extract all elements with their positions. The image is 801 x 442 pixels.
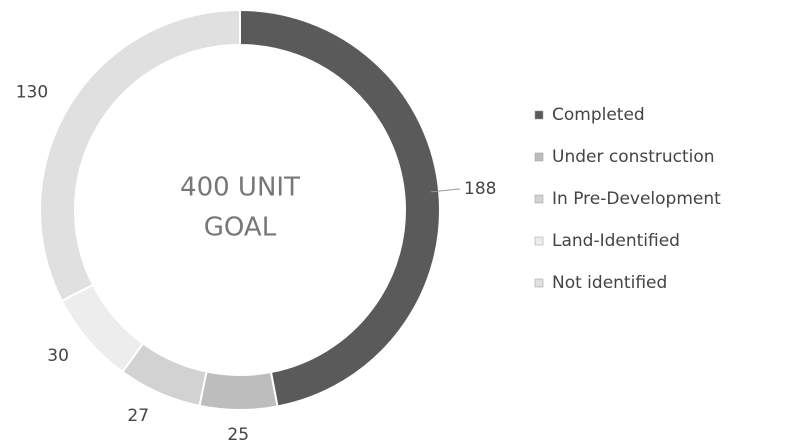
legend-label: Completed [552,105,645,125]
legend-swatch [534,236,544,246]
legend-label: In Pre-Development [552,189,721,209]
data-label: 130 [16,82,48,102]
donut-segment [239,8,441,408]
data-label: 188 [464,179,496,199]
legend-swatch [534,110,544,120]
leader-line [431,188,461,193]
donut-segment [198,370,279,411]
data-label: 30 [47,346,69,366]
center-text: GOAL [204,213,277,243]
data-label: 27 [127,406,149,426]
data-label: 25 [227,425,249,442]
legend-label: Not identified [552,273,667,293]
legend-swatch [534,194,544,204]
donut-segment [39,8,241,303]
legend-label: Land-Identified [552,231,680,251]
legend-swatch [534,152,544,162]
center-text: 400 UNIT [180,173,300,203]
donut-segment [60,283,145,374]
legend-swatch [534,278,544,288]
legend-label: Under construction [552,147,715,167]
